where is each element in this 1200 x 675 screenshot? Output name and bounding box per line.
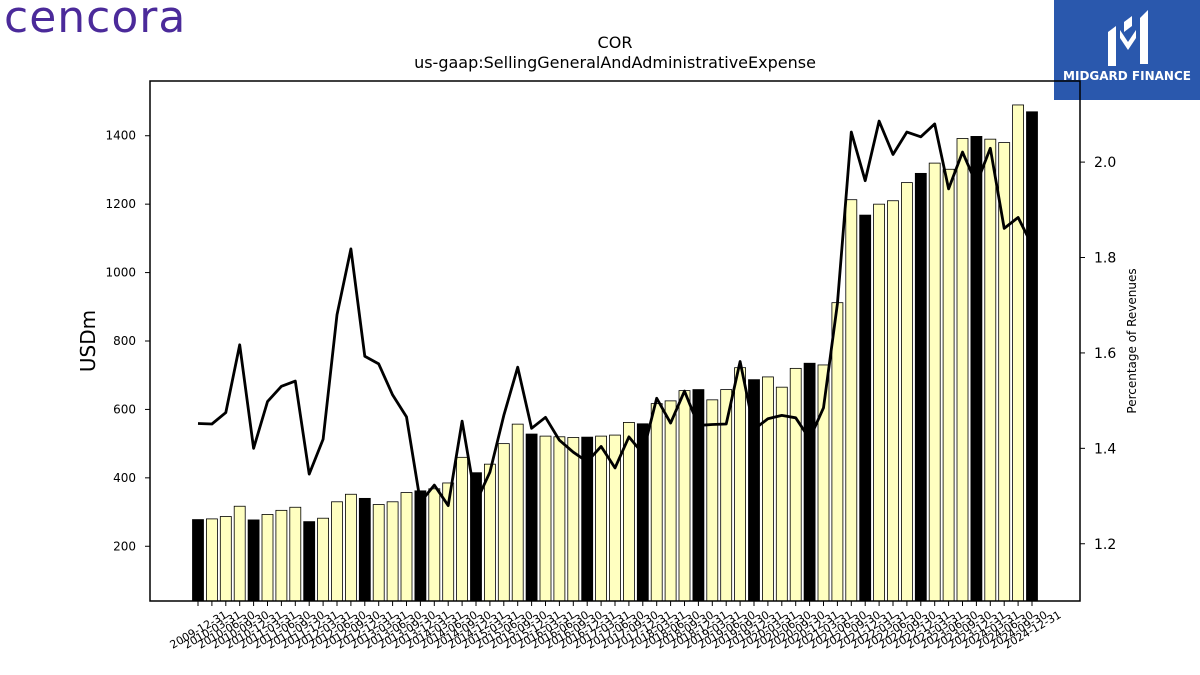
y-tick-label: 1200: [105, 197, 136, 211]
bar-2022-06-30: [887, 200, 899, 602]
y2-tick-label: 1.4: [1094, 441, 1116, 457]
bar-2024-09-30: [1012, 104, 1024, 602]
bar-2020-09-30: [789, 367, 802, 602]
bar-2024-12-31: [1026, 111, 1038, 602]
chart-subtitle: us-gaap:SellingGeneralAndAdministrativeE…: [414, 53, 816, 72]
bar-2011-12-31: [303, 521, 316, 602]
y2-tick-label: 1.2: [1094, 537, 1116, 553]
bar-2011-09-30: [289, 506, 302, 602]
bar-2016-03-31: [539, 435, 552, 602]
bar-2020-06-30: [775, 386, 788, 602]
bar-2009-12-31: [192, 519, 204, 602]
bar-2013-12-31: [414, 490, 427, 602]
bar-2014-09-30: [456, 456, 469, 602]
bar-series: [192, 104, 1038, 602]
bar-2016-06-30: [553, 436, 566, 602]
y-tick-label: 200: [113, 539, 136, 553]
bar-2012-03-31: [317, 517, 330, 602]
bar-2015-03-31: [483, 463, 496, 602]
bar-2012-09-30: [344, 493, 357, 602]
bar-2020-03-31: [762, 376, 774, 602]
bar-2020-12-31: [803, 362, 816, 602]
y2-tick-label: 1.6: [1094, 346, 1116, 362]
x-axis-ticks: 2009-12-312010-03-312010-06-302010-09-30…: [168, 601, 1064, 652]
bar-2010-03-31: [205, 518, 218, 602]
midgard-finance-logo: MIDGARD FINANCE: [1054, 0, 1200, 100]
bar-2018-12-31: [692, 389, 705, 602]
bar-2010-09-30: [233, 505, 246, 602]
bar-2023-09-30: [956, 138, 969, 602]
y2-tick-label: 2.0: [1094, 155, 1116, 171]
midgard-logo-label: MIDGARD FINANCE: [1063, 69, 1191, 83]
bar-2022-09-30: [901, 182, 913, 602]
ratio-line-series: [197, 119, 1034, 507]
y-tick-label: 800: [113, 334, 136, 348]
bar-2023-03-31: [928, 162, 941, 602]
left-axis-ticks: 200 400 600 800 1000 1200 1400: [105, 129, 150, 553]
bar-2017-09-30: [623, 422, 635, 602]
bar-2018-03-31: [650, 403, 663, 602]
y-axis-label: USDm: [76, 310, 100, 372]
bar-2021-09-30: [845, 199, 858, 602]
chart-title: COR: [598, 33, 633, 52]
bar-2013-06-30: [386, 501, 399, 602]
bar-2015-12-31: [525, 433, 538, 602]
bar-2012-06-30: [331, 501, 343, 602]
bar-2013-09-30: [400, 492, 413, 602]
bar-2022-12-31: [914, 172, 927, 602]
bar-2019-03-31: [706, 399, 719, 602]
bar-2016-09-30: [567, 437, 580, 602]
bar-2010-06-30: [219, 516, 232, 602]
right-axis-ticks: 1.2 1.4 1.6 1.8 2.0: [1080, 155, 1116, 553]
y-tick-label: 1000: [105, 266, 136, 280]
bar-2022-03-31: [873, 203, 885, 602]
y2-axis-label: Percentage of Revenues: [1125, 268, 1139, 413]
bar-2023-06-30: [942, 168, 955, 602]
bar-2018-06-30: [664, 400, 677, 602]
bar-2014-03-31: [428, 488, 441, 602]
midgard-logo-icon: [1108, 10, 1148, 66]
bar-2015-06-30: [497, 443, 510, 602]
bar-2021-12-31: [859, 214, 872, 602]
bar-2015-09-30: [511, 423, 524, 602]
company-logo-text: cencora: [4, 0, 187, 43]
bar-2011-03-31: [261, 514, 274, 602]
bar-2018-09-30: [678, 390, 691, 602]
y-tick-label: 1400: [105, 129, 136, 143]
bar-2013-03-31: [372, 504, 385, 602]
ratio-line: [197, 119, 1034, 507]
bar-2021-06-30: [831, 302, 844, 602]
bar-2010-12-31: [247, 519, 260, 602]
bar-2011-06-30: [275, 509, 288, 602]
y2-tick-label: 1.8: [1094, 251, 1116, 267]
bar-2023-12-31: [970, 136, 983, 602]
bar-2017-03-31: [595, 435, 607, 602]
y-tick-label: 600: [113, 402, 136, 416]
bar-2012-12-31: [358, 497, 371, 602]
bar-2024-03-31: [984, 138, 997, 602]
y-tick-label: 400: [113, 471, 136, 485]
bar-2019-09-30: [734, 367, 746, 602]
